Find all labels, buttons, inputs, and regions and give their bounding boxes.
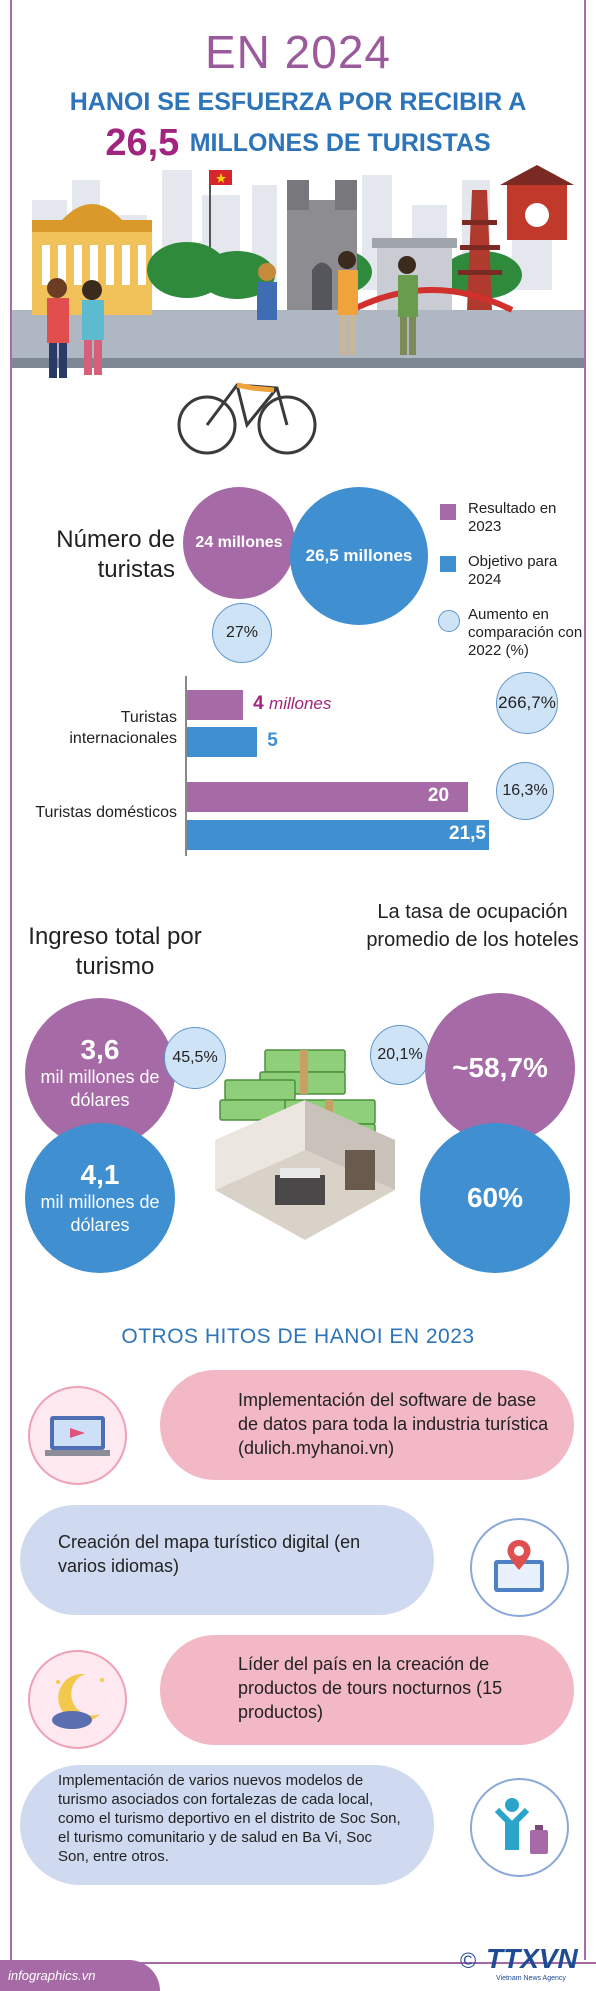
bar-international-goal — [187, 727, 258, 757]
hotels-result-value: ~58,7% — [452, 1052, 548, 1083]
domestic-increase-value: 16,3% — [502, 782, 548, 799]
hotels-goal-value: 60% — [466, 1182, 524, 1213]
legend-increase-label: Aumento en comparación con 2022 (%) — [468, 606, 583, 659]
bar-domestic-result-label: 20 — [427, 785, 450, 806]
milestone-3-icon-circle — [28, 1650, 127, 1749]
legend-goal-label: Objetivo para 2024 — [468, 553, 558, 588]
computer-database-icon — [45, 1416, 110, 1456]
milestone-2-card — [20, 1505, 434, 1615]
footer-line — [0, 1962, 596, 1964]
bar-domestic-result — [187, 782, 468, 812]
domestic-increase-circle: 16,3% — [496, 762, 554, 820]
revenue-goal-unit: mil millones de dólares — [40, 1192, 160, 1235]
target-number: 26,5 — [105, 122, 180, 164]
hotels-increase-value: 20,1% — [377, 1046, 423, 1063]
category-domestic: Turistas domésticos — [35, 804, 177, 821]
legend-increase-swatch — [438, 610, 460, 632]
tourists-increase-value: 27% — [225, 624, 259, 641]
revenue-result-unit: mil millones de dólares — [40, 1067, 160, 1110]
digital-map-icon — [494, 1540, 544, 1592]
traveler-luggage-icon — [494, 1798, 548, 1854]
target-label: MILLONES DE TURISTAS — [189, 129, 491, 157]
footer-band — [0, 1960, 160, 1991]
revenue-result-circle: 3,6 mil millones de dólares — [25, 998, 175, 1148]
legend-result-swatch — [440, 504, 456, 520]
hanoi-landmarks-illustration — [12, 165, 584, 455]
copyright-symbol: © — [460, 1948, 477, 1973]
revenue-goal-value: 4,1 — [80, 1159, 120, 1190]
revenue-result-value: 3,6 — [80, 1034, 120, 1065]
bar-domestic-goal — [187, 820, 489, 850]
tourists-heading: Número de turistas — [56, 526, 175, 583]
international-increase-value: 266,7% — [498, 693, 556, 712]
bar-international-result-unit: millones — [269, 694, 332, 713]
bar-international-result — [187, 690, 244, 720]
milestone-1-card — [160, 1370, 574, 1480]
right-frame-line — [584, 0, 586, 1960]
international-increase-circle: 266,7% — [496, 672, 558, 734]
tourists-result-value: 24 millones — [195, 534, 283, 551]
hotels-result-circle: ~58,7% — [425, 993, 575, 1143]
bar-axis — [185, 676, 187, 856]
tourists-goal-value: 26,5 millones — [305, 546, 413, 565]
footer-site: infographics.vn — [8, 1968, 96, 1983]
year-title: EN 2024 — [204, 26, 391, 78]
legend-result-label: Resultado en 2023 — [468, 500, 557, 535]
tourists-result-circle: 24 millones — [183, 487, 295, 599]
milestone-1-icon-circle — [28, 1386, 127, 1485]
bar-domestic-goal-label: 21,5 — [449, 823, 486, 844]
night-moon-icon — [52, 1673, 104, 1729]
milestone-2-text: Creación del mapa turístico digital (en … — [58, 1532, 361, 1576]
milestones-heading: OTROS HITOS DE HANOI EN 2023 — [121, 1325, 475, 1348]
bar-international-goal-label: 5 — [267, 730, 278, 751]
revenue-increase-circle: 45,5% — [164, 1027, 226, 1089]
headline-subtitle: HANOI SE ESFUERZA POR RECIBIR A — [69, 88, 527, 116]
milestone-4-icon-circle — [470, 1778, 569, 1877]
hotels-increase-circle: 20,1% — [370, 1025, 430, 1085]
tourists-increase-circle: 27% — [212, 603, 272, 663]
revenue-goal-circle: 4,1 mil millones de dólares — [25, 1123, 175, 1273]
legend-goal-swatch — [440, 556, 456, 572]
tourists-goal-circle: 26,5 millones — [290, 487, 428, 625]
milestone-3-card — [160, 1635, 574, 1745]
milestone-3-text: Líder del país en la creación de product… — [238, 1654, 503, 1722]
category-international: Turistas internacionales — [69, 709, 177, 747]
milestone-4-text: Implementación de varios nuevos modelos … — [58, 1772, 401, 1865]
milestone-1-text: Implementación del software de base de d… — [238, 1390, 549, 1458]
revenue-increase-value: 45,5% — [172, 1049, 218, 1066]
milestone-4-card — [20, 1765, 434, 1885]
milestone-2-icon-circle — [470, 1518, 569, 1617]
agency-name: Vietnam News Agency — [496, 1975, 566, 1982]
headline-target: 26,5 MILLONES DE TURISTAS — [0, 122, 596, 165]
hotels-heading: La tasa de ocupación promedio de los hot… — [366, 901, 579, 951]
money-hotel-room-illustration — [215, 1049, 395, 1240]
left-frame-line — [10, 0, 12, 1960]
bar-international-result-label: 4 millones — [253, 693, 332, 714]
revenue-heading: Ingreso total por turismo — [28, 923, 202, 980]
hotels-goal-circle: 60% — [420, 1123, 570, 1273]
ttxvn-logo: TTXVN — [486, 1943, 578, 1974]
